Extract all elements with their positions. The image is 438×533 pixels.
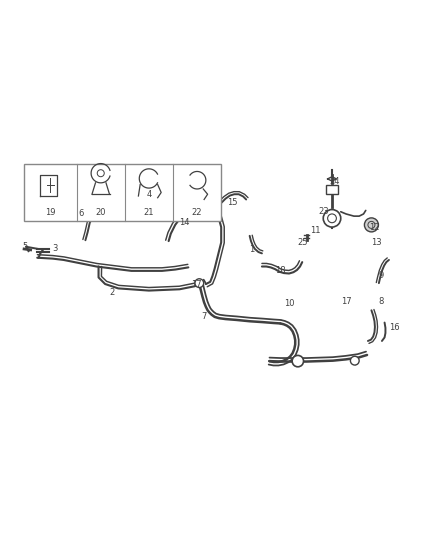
Text: 3: 3 [52, 245, 57, 254]
Circle shape [292, 356, 304, 367]
Text: 19: 19 [45, 208, 56, 217]
Circle shape [323, 209, 341, 227]
Text: 2: 2 [109, 288, 114, 297]
Bar [326, 184, 338, 194]
Text: 21: 21 [144, 208, 154, 217]
Text: 16: 16 [389, 324, 399, 332]
Text: 5: 5 [22, 243, 28, 251]
Text: 22: 22 [192, 208, 202, 217]
Text: 17: 17 [341, 297, 351, 306]
Text: 24: 24 [330, 176, 340, 185]
Text: 23: 23 [319, 207, 329, 216]
Text: 17: 17 [191, 279, 201, 288]
Text: 12: 12 [369, 223, 380, 231]
Text: 13: 13 [371, 238, 382, 247]
Text: 15: 15 [227, 198, 237, 207]
Text: 8: 8 [378, 297, 384, 306]
Text: 11: 11 [310, 226, 321, 235]
Text: 10: 10 [284, 299, 294, 308]
Text: 9: 9 [378, 271, 384, 280]
Circle shape [350, 356, 359, 365]
Text: 25: 25 [297, 238, 307, 247]
Text: 18: 18 [275, 266, 286, 276]
Bar [24, 164, 221, 221]
Text: 7: 7 [201, 312, 206, 321]
Text: 6: 6 [78, 209, 84, 219]
Text: 4: 4 [146, 190, 152, 199]
Text: 1: 1 [249, 245, 254, 254]
Circle shape [364, 218, 378, 232]
Text: 20: 20 [95, 208, 106, 217]
Circle shape [195, 279, 204, 287]
Text: 14: 14 [179, 218, 189, 227]
